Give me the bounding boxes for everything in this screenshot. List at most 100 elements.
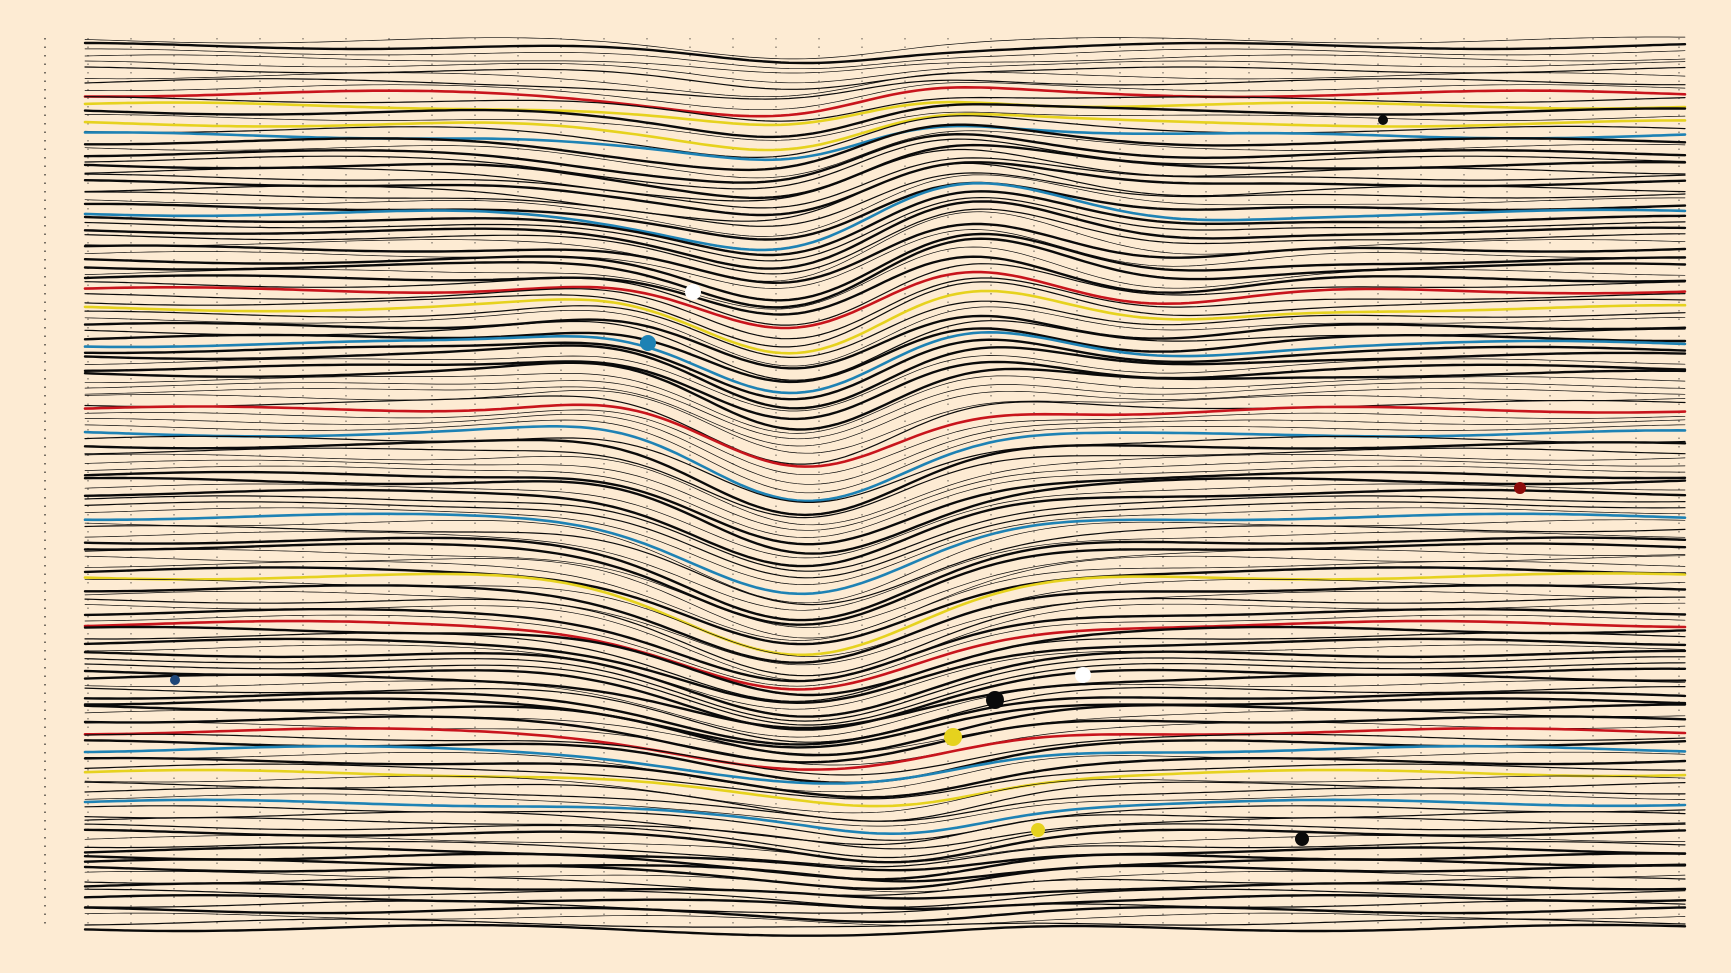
white-accent-dot — [1075, 667, 1091, 683]
black-wave-line — [83, 470, 1687, 546]
black-wave-line — [84, 763, 1686, 800]
black-wave-line — [84, 174, 1686, 237]
black-wave-line — [84, 395, 1686, 465]
black-wave-line — [84, 549, 1686, 628]
black-wave-line — [83, 673, 1687, 730]
red-wave-line — [83, 619, 1687, 691]
black-wave-line — [84, 656, 1686, 722]
black-wave-line — [83, 361, 1687, 431]
red-wave-line — [83, 85, 1687, 118]
black-wave-line — [84, 66, 1686, 90]
wave-lines-layer — [83, 36, 1687, 937]
black-wave-line — [83, 542, 1687, 626]
black-wave-line — [84, 912, 1686, 926]
black-wave-line — [84, 614, 1686, 687]
black-wave-line — [84, 386, 1686, 447]
black-wave-line — [84, 419, 1686, 494]
black-wave-line — [83, 255, 1687, 316]
black-wave-line — [84, 281, 1686, 348]
black-wave-line — [84, 211, 1686, 282]
blue-wave-line — [83, 425, 1687, 503]
black-accent-dot — [986, 691, 1004, 709]
black-wave-line — [84, 900, 1686, 914]
black-wave-line — [84, 172, 1686, 227]
black-wave-line — [84, 751, 1686, 793]
yellow-wave-line — [83, 768, 1687, 808]
yellow-accent-dot — [1031, 823, 1045, 837]
black-wave-line — [84, 531, 1686, 611]
black-wave-line — [84, 355, 1686, 412]
black-wave-line — [84, 208, 1686, 275]
black-wave-line — [83, 625, 1687, 697]
black-wave-line — [83, 697, 1687, 749]
black-wave-line — [84, 54, 1686, 74]
black-wave-line — [84, 138, 1686, 190]
blue-accent-dot — [640, 335, 656, 351]
black-wave-line — [84, 373, 1686, 434]
black-wave-line — [84, 157, 1686, 209]
blue-wave-line — [83, 512, 1687, 596]
black-wave-line — [83, 222, 1687, 285]
black-wave-line — [83, 237, 1687, 309]
black-wave-line — [84, 817, 1686, 850]
black-wave-line — [83, 846, 1687, 872]
accent-dots-layer — [170, 115, 1526, 846]
black-wave-line — [83, 649, 1687, 718]
black-wave-line — [84, 130, 1686, 179]
blue-wave-line — [83, 181, 1687, 252]
black-wave-line — [84, 871, 1686, 893]
black-wave-line — [83, 691, 1687, 746]
black-wave-line — [83, 566, 1687, 646]
black-wave-line — [84, 162, 1686, 222]
black-wave-line — [84, 111, 1686, 141]
black-wave-line — [84, 60, 1686, 84]
black-wave-line — [84, 888, 1686, 908]
white-accent-dot — [685, 284, 701, 300]
black-wave-line — [84, 447, 1686, 519]
yellow-accent-dot — [944, 728, 962, 746]
black-wave-line — [84, 435, 1686, 503]
black-wave-line — [83, 488, 1687, 568]
black-wave-line — [84, 36, 1686, 60]
black-wave-line — [84, 380, 1686, 440]
black-wave-line — [84, 196, 1686, 262]
black-wave-line — [83, 536, 1687, 622]
black-wave-line — [84, 229, 1686, 289]
black-accent-dot — [1295, 832, 1309, 846]
black-wave-line — [84, 811, 1686, 846]
yellow-wave-line — [83, 289, 1687, 355]
black-wave-line — [83, 715, 1687, 764]
black-wave-line — [84, 632, 1686, 702]
black-wave-line — [84, 644, 1686, 710]
black-wave-line — [84, 306, 1686, 367]
black-wave-line — [83, 190, 1687, 257]
black-wave-line — [84, 596, 1686, 677]
blue-wave-line — [83, 744, 1687, 785]
black-wave-line — [83, 894, 1687, 910]
black-wave-line — [83, 327, 1687, 384]
black-wave-line — [83, 123, 1687, 172]
red-wave-line — [83, 727, 1687, 771]
black-wave-line — [84, 96, 1686, 122]
black-wave-line — [84, 680, 1686, 738]
black-wave-line — [83, 476, 1687, 555]
yellow-wave-line — [83, 572, 1687, 657]
black-wave-line — [84, 465, 1686, 538]
blue-wave-line — [83, 330, 1687, 395]
black-wave-line — [84, 71, 1686, 98]
black-wave-line — [83, 637, 1687, 705]
red-wave-line — [83, 270, 1687, 330]
black-wave-line — [84, 459, 1686, 531]
black-wave-line — [84, 263, 1686, 326]
black-wave-line — [83, 756, 1687, 799]
black-wave-line — [83, 314, 1687, 370]
black-wave-line — [84, 590, 1686, 666]
black-wave-line — [84, 413, 1686, 485]
dark_red-accent-dot — [1514, 482, 1526, 494]
black-wave-line — [83, 584, 1687, 664]
black-wave-line — [84, 841, 1686, 868]
black-wave-line — [84, 918, 1686, 928]
black-wave-line — [84, 775, 1686, 814]
